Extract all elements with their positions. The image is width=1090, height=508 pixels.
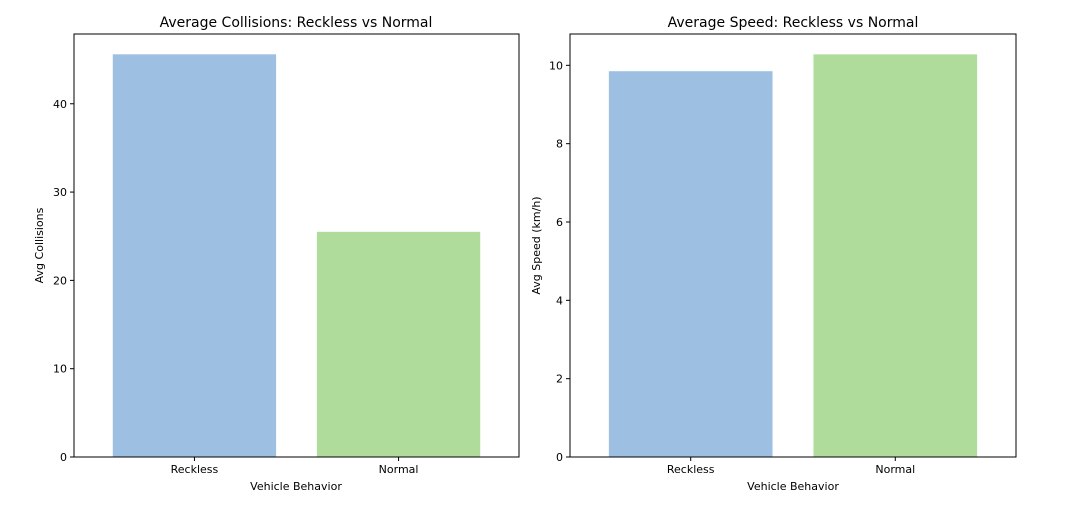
y-tick-label: 40 — [53, 98, 67, 111]
chart-title: Average Speed: Reckless vs Normal — [668, 15, 919, 31]
x-axis-ticks: Reckless Normal — [171, 457, 419, 476]
y-tick-label: 10 — [549, 59, 563, 72]
bar-normal — [316, 231, 481, 457]
plot-frame — [569, 33, 1017, 458]
y-tick-label: 8 — [556, 138, 563, 151]
y-tick-label: 10 — [53, 363, 67, 376]
y-tick-label: 20 — [53, 274, 67, 287]
plot-frame — [73, 33, 520, 458]
x-tick-label: Reckless — [171, 463, 219, 476]
chart-title: Average Collisions: Reckless vs Normal — [160, 15, 433, 31]
y-tick-label: 6 — [556, 216, 563, 229]
y-axis-ticks: 0 2 4 6 8 10 — [549, 59, 570, 464]
y-tick-label: 0 — [556, 451, 563, 464]
bar-reckless — [112, 54, 277, 457]
collisions-chart: Average Collisions: Reckless vs Normal 0… — [33, 15, 520, 493]
y-axis-label: Avg Speed (km/h) — [530, 196, 543, 294]
bar-normal — [813, 54, 978, 457]
x-axis-label: Vehicle Behavior — [250, 480, 342, 493]
y-axis-ticks: 0 10 20 30 40 — [53, 98, 74, 464]
x-axis-ticks: Reckless Normal — [667, 457, 915, 476]
x-axis-label: Vehicle Behavior — [747, 480, 839, 493]
bars — [112, 54, 481, 457]
y-tick-label: 4 — [556, 294, 563, 307]
y-axis-label: Avg Collisions — [33, 207, 46, 283]
bar-reckless — [608, 71, 773, 457]
x-tick-label: Normal — [875, 463, 915, 476]
x-tick-label: Normal — [379, 463, 419, 476]
y-tick-label: 2 — [556, 373, 563, 386]
speed-chart: Average Speed: Reckless vs Normal 0 2 4 6 8 1… — [530, 15, 1017, 493]
y-tick-label: 30 — [53, 186, 67, 199]
y-tick-label: 0 — [60, 451, 67, 464]
x-tick-label: Reckless — [667, 463, 715, 476]
bars — [608, 54, 978, 457]
